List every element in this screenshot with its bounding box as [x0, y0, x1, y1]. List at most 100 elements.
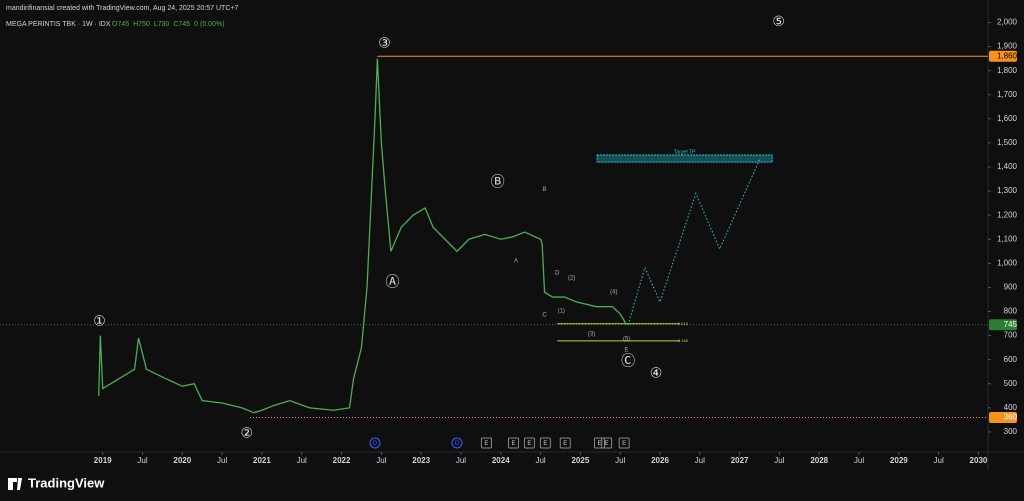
wave-label: (4)	[610, 289, 617, 295]
x-tick-label: Jul	[774, 456, 784, 465]
ohlc-value: H750	[133, 21, 150, 28]
x-tick-label: Jul	[934, 456, 944, 465]
event-label: D	[455, 441, 460, 447]
event-label: E	[563, 441, 567, 447]
event-marker	[508, 437, 520, 449]
ohlc: O745 H750 L730 C745 0 (0.00%)	[112, 21, 225, 28]
x-tick-label: 2030	[970, 456, 988, 465]
event-label: E	[622, 441, 626, 447]
x-tick-label: Jul	[854, 456, 864, 465]
event-label: E	[605, 441, 609, 447]
wave-label: Ⓑ	[491, 173, 505, 189]
x-tick-label: 2020	[173, 456, 191, 465]
price-badge	[989, 319, 1017, 331]
ohlc-value: C745	[173, 21, 190, 28]
price-badge	[989, 50, 1017, 62]
ohlc-value: L730	[154, 21, 170, 28]
target-box	[596, 154, 773, 163]
wave-label: (5)	[623, 337, 630, 343]
x-tick-label: 2019	[94, 456, 112, 465]
x-tick-label: Jul	[615, 456, 625, 465]
x-tick-label: 2029	[890, 456, 908, 465]
target-label: Target TP	[674, 149, 696, 155]
y-tick-label: 1,500	[997, 138, 1018, 147]
x-tick-label: Jul	[137, 456, 147, 465]
x-tick-label: Jul	[695, 456, 705, 465]
x-tick-label: Jul	[456, 456, 466, 465]
y-tick-label: 1,800	[997, 66, 1018, 75]
x-tick-label: 2022	[333, 456, 351, 465]
wave-label: C	[542, 313, 547, 319]
logo: TradingView	[28, 475, 105, 490]
wave-label: (3)	[588, 331, 595, 337]
price-badge-label: 1,860	[997, 51, 1018, 60]
x-tick-label: 2023	[412, 456, 430, 465]
y-tick-label: 900	[1004, 283, 1018, 292]
y-tick-label: 1,400	[997, 162, 1018, 171]
fib-label: 1.618	[678, 321, 689, 326]
event-label: E	[527, 441, 531, 447]
logo-icon	[8, 478, 22, 490]
event-marker	[451, 437, 463, 449]
event-marker	[539, 437, 551, 449]
wave-label: D	[555, 270, 560, 276]
wave-label: ⑤	[772, 13, 785, 29]
y-tick-label: 1,200	[997, 210, 1018, 219]
credit: mandirifinansial created with TradingVie…	[6, 5, 238, 12]
y-tick-label: 2,000	[997, 18, 1018, 27]
event-label: E	[543, 441, 547, 447]
x-tick-label: 2021	[253, 456, 271, 465]
ohlc-value: O745	[112, 21, 129, 28]
y-tick-label: 1,000	[997, 258, 1018, 267]
wave-label: (2)	[568, 275, 575, 281]
y-tick-label: 700	[1004, 331, 1018, 340]
event-label: E	[484, 441, 488, 447]
wave-label: A	[514, 258, 518, 264]
y-tick-label: 1,300	[997, 186, 1018, 195]
ohlc-value: 0 (0.00%)	[194, 21, 224, 28]
price-badge	[989, 411, 1017, 423]
wave-label: ①	[93, 313, 106, 329]
y-tick-label: 600	[1004, 355, 1018, 364]
x-tick-label: Jul	[376, 456, 386, 465]
wave-label: Ⓐ	[385, 274, 399, 290]
x-tick-label: Jul	[217, 456, 227, 465]
y-tick-label: 1,900	[997, 42, 1018, 51]
price-badge-label: 360	[1004, 413, 1018, 422]
wave-label: ④	[650, 365, 663, 381]
wave-label: Ⓒ	[621, 353, 635, 369]
x-tick-label: 2027	[731, 456, 749, 465]
event-label: D	[373, 441, 378, 447]
y-tick-label: 1,100	[997, 234, 1018, 243]
wave-label: (1)	[558, 308, 565, 314]
symbol: MEGA PERINTIS TBK · 1W · IDX	[6, 21, 111, 28]
price-badge-label: 745	[1004, 320, 1018, 329]
x-tick-label: Jul	[297, 456, 307, 465]
event-label: E	[511, 441, 515, 447]
wave-label: E	[625, 347, 629, 353]
y-tick-label: 1,700	[997, 90, 1018, 99]
x-tick-label: 2026	[651, 456, 669, 465]
price-line-series	[98, 58, 628, 414]
event-marker	[369, 437, 381, 449]
x-tick-label: 2025	[571, 456, 589, 465]
fib-label: 2.168	[678, 338, 689, 343]
event-marker	[559, 437, 571, 449]
x-tick-label: 2028	[810, 456, 828, 465]
event-marker	[618, 437, 630, 449]
y-tick-label: 300	[1004, 427, 1018, 436]
x-tick-label: Jul	[535, 456, 545, 465]
event-marker	[601, 437, 613, 449]
y-tick-label: 500	[1004, 379, 1018, 388]
event-marker	[593, 437, 605, 449]
event-marker	[480, 437, 492, 449]
y-tick-label: 1,600	[997, 114, 1018, 123]
y-tick-label: 400	[1004, 403, 1018, 412]
projection	[627, 159, 760, 325]
wave-label: ②	[241, 425, 254, 441]
wave-label: ③	[378, 34, 391, 50]
event-label: E	[597, 441, 601, 447]
x-tick-label: 2024	[492, 456, 510, 465]
